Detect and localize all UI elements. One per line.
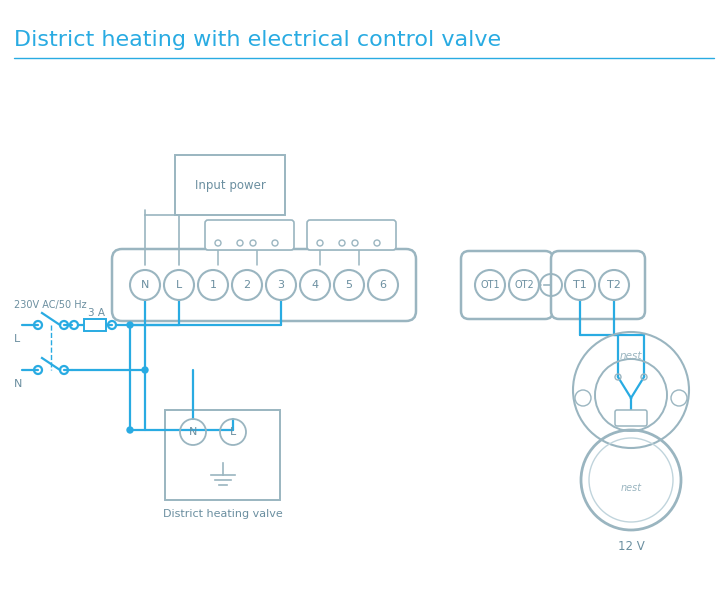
Text: T1: T1 [573,280,587,290]
Text: T2: T2 [607,280,621,290]
Text: 4: 4 [312,280,319,290]
Text: L: L [230,427,236,437]
Text: Input power: Input power [194,179,266,191]
Text: N: N [14,379,23,389]
Text: 5: 5 [346,280,352,290]
FancyBboxPatch shape [307,220,396,250]
Text: nest: nest [620,351,642,361]
Text: OT1: OT1 [480,280,500,290]
Text: 3 A: 3 A [87,308,105,318]
Text: N: N [189,427,197,437]
Text: 2: 2 [243,280,250,290]
Text: L: L [14,334,20,344]
Text: 12 V: 12 V [617,539,644,552]
FancyBboxPatch shape [551,251,645,319]
Text: District heating with electrical control valve: District heating with electrical control… [14,30,501,50]
Text: OT2: OT2 [514,280,534,290]
Bar [175,155,285,215]
Circle shape [127,427,133,433]
Text: 3: 3 [277,280,285,290]
Text: L: L [176,280,182,290]
FancyBboxPatch shape [112,249,416,321]
Circle shape [142,367,148,373]
FancyBboxPatch shape [615,410,647,426]
Text: 1: 1 [210,280,216,290]
FancyBboxPatch shape [461,251,553,319]
FancyBboxPatch shape [205,220,294,250]
Text: nest: nest [620,483,641,493]
Text: 230V AC/50 Hz: 230V AC/50 Hz [14,300,87,310]
Text: District heating valve: District heating valve [162,509,282,519]
Text: N: N [141,280,149,290]
Bar [84,319,106,331]
Circle shape [127,322,133,328]
Text: 6: 6 [379,280,387,290]
Bar [165,410,280,500]
